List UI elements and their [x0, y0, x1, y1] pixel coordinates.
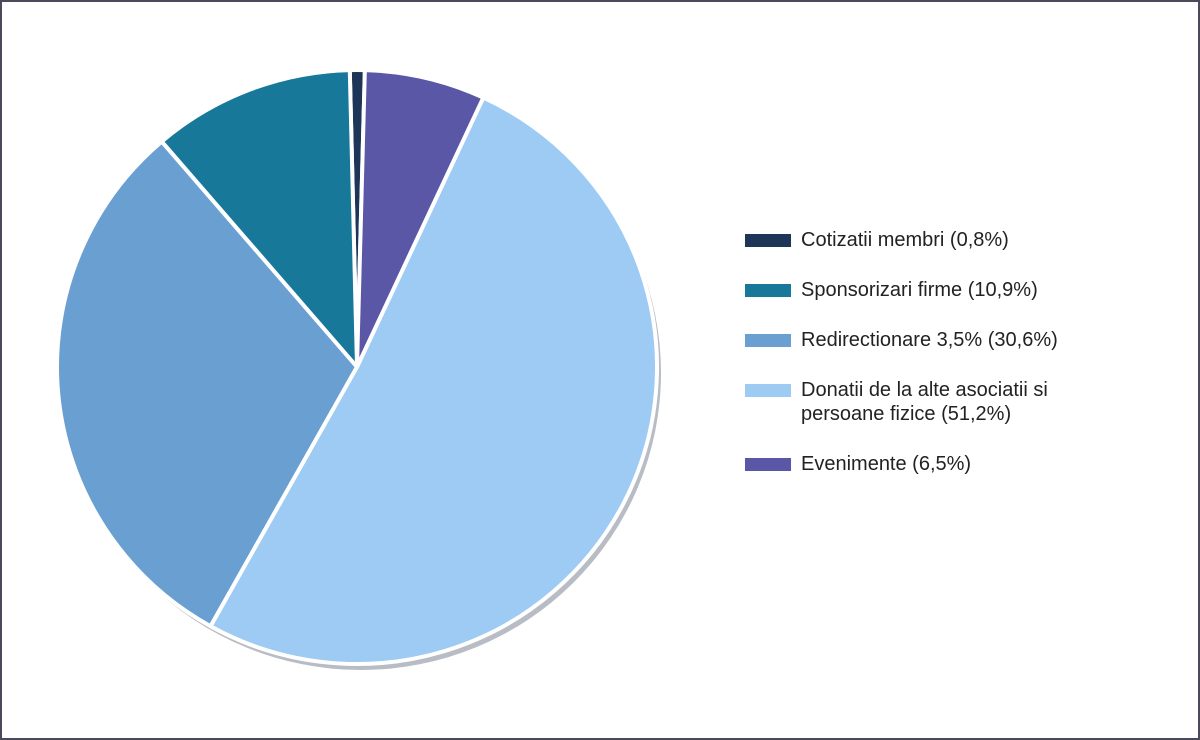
legend-swatch: [745, 284, 791, 297]
legend-label: Donatii de la alte asociatii si persoane…: [801, 379, 1048, 425]
pie-slice: [208, 95, 659, 666]
legend-label: Sponsorizari firme (10,9%): [801, 279, 1038, 301]
legend-swatch: [745, 458, 791, 471]
legend-label: Redirectionare 3,5% (30,6%): [801, 329, 1058, 351]
legend-swatch: [745, 384, 791, 397]
legend-label: Evenimente (6,5%): [801, 453, 972, 475]
pie-slice: [159, 68, 359, 369]
pie-slice: [55, 139, 359, 629]
legend-label: Cotizatii membri (0,8%): [801, 229, 1009, 251]
pie-slice: [355, 68, 486, 369]
legend-item: Cotizatii membri (0,8%): [745, 228, 1075, 252]
legend-swatch: [745, 234, 791, 247]
legend: Cotizatii membri (0,8%) Sponsorizari firm…: [745, 228, 1075, 502]
legend-item: Evenimente (6,5%): [745, 452, 1075, 476]
legend-item: Donatii de la alte asociatii si persoane…: [745, 378, 1075, 426]
legend-item: Redirectionare 3,5% (30,6%): [745, 328, 1075, 352]
legend-swatch: [745, 334, 791, 347]
legend-item: Sponsorizari firme (10,9%): [745, 278, 1075, 302]
